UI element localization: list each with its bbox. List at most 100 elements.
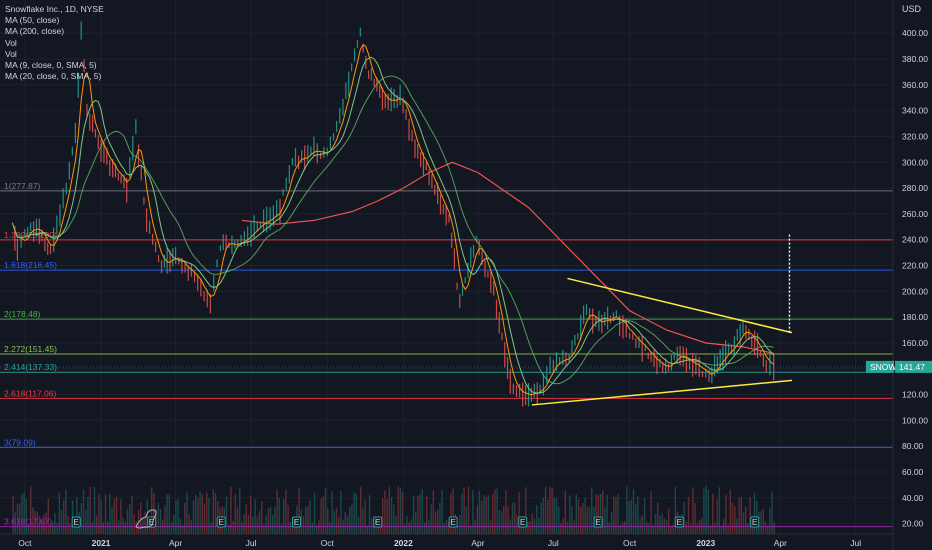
- volume-bar: [357, 516, 360, 534]
- volume-bar: [129, 503, 131, 534]
- volume-bar: [115, 496, 118, 534]
- volume-bar: [654, 513, 657, 534]
- volume-bar: [289, 521, 292, 534]
- volume-bar: [263, 524, 265, 534]
- volume-bar: [531, 513, 534, 534]
- volume-bar: [298, 487, 300, 534]
- volume-bar: [632, 488, 635, 534]
- volume-bar: [210, 522, 212, 534]
- volume-bar: [140, 502, 142, 534]
- volume-bar: [184, 502, 186, 534]
- fib-level-label: 2.414(137.33): [4, 362, 57, 372]
- volume-bar: [606, 494, 608, 534]
- volume-bar: [364, 499, 366, 534]
- volume-bar: [553, 497, 556, 534]
- price-axis[interactable]: 20.0040.0060.0080.00100.00120.00140.0016…: [892, 0, 928, 550]
- indicator-ma9-sma[interactable]: MA (9, close, 0, SMA, 5): [5, 60, 97, 71]
- ma-50-line: [11, 75, 774, 385]
- last-price-tag: SNOW 141.47: [0, 360, 932, 373]
- volume-bar: [478, 490, 481, 534]
- volume-bar: [69, 523, 72, 534]
- indicator-ma50[interactable]: MA (50, close): [5, 15, 60, 26]
- time-axis[interactable]: Oct 2021 Apr Jul Oct 2022 Apr Jul Oct 2023 Apr Jul: [0, 533, 893, 548]
- fibonacci-levels[interactable]: 1(277.87)1.382(239.90)1.618(216.45)2(178…: [0, 181, 893, 528]
- volume-bar: [199, 491, 201, 534]
- volume-bar: [547, 500, 549, 534]
- time-tick-label: 2021: [92, 538, 111, 548]
- volume-bar: [705, 486, 707, 534]
- volume-bar: [685, 521, 688, 534]
- fib-level-label: 2.618(117.06): [4, 388, 56, 398]
- volume-bar: [461, 493, 463, 534]
- volume-bar: [762, 509, 765, 534]
- volume-bar: [767, 525, 769, 534]
- indicator-ma200[interactable]: MA (200, close): [5, 26, 65, 37]
- indicator-ma20-sma[interactable]: MA (20, close, 0, SMA, 5): [5, 71, 102, 82]
- earnings-marker-letter: E: [294, 517, 300, 527]
- price-tag-label: 141.47: [899, 362, 925, 372]
- volume-bar: [239, 487, 241, 534]
- volume-bar: [412, 495, 415, 534]
- volume-bar: [225, 496, 228, 534]
- volume-bar: [241, 522, 243, 534]
- volume-bar: [584, 497, 586, 534]
- volume-bar: [80, 502, 83, 534]
- volume-bar: [652, 525, 655, 534]
- volume-bar: [324, 487, 327, 534]
- indicator-vol-2[interactable]: Vol: [5, 48, 17, 59]
- volume-bar: [186, 491, 188, 534]
- earnings-marker-letter: E: [595, 517, 601, 527]
- volume-bar: [14, 512, 17, 534]
- volume-bar: [338, 516, 340, 534]
- chart-grid: [0, 0, 893, 534]
- volume-bar: [283, 498, 285, 534]
- volume-bar: [54, 512, 56, 534]
- volume-bar: [745, 506, 747, 534]
- symbol-title[interactable]: Snowflake Inc., 1D, NYSE: [5, 4, 104, 14]
- earnings-marker-letter: E: [450, 517, 456, 527]
- volume-bar: [91, 522, 94, 534]
- ma-20-line: [11, 56, 775, 394]
- indicator-vol-1[interactable]: Vol: [5, 37, 17, 48]
- earnings-marker-letter: E: [375, 517, 381, 527]
- volume-bar: [604, 507, 606, 534]
- volume-bar: [419, 493, 421, 534]
- volume-bar: [536, 504, 538, 534]
- volume-bar: [144, 511, 146, 534]
- volume-bar: [318, 520, 320, 534]
- volume-bar: [34, 510, 36, 534]
- volume-bar: [302, 516, 305, 534]
- volume-bar: [102, 522, 105, 534]
- volume-bar: [386, 499, 388, 534]
- volume-bar: [21, 493, 23, 534]
- volume-bar: [661, 513, 663, 534]
- volume-bar: [575, 494, 578, 534]
- volume-bar: [313, 492, 316, 534]
- volume-bar: [384, 490, 386, 534]
- volume-bar: [624, 521, 626, 534]
- volume-bar: [518, 492, 520, 534]
- triangle-trendlines[interactable]: [531, 233, 793, 406]
- fib-level-label: 2(178.48): [4, 309, 41, 319]
- earnings-marker: [518, 516, 528, 528]
- volume-bar: [166, 493, 168, 534]
- volume-bar: [151, 487, 153, 534]
- volume-bar: [232, 521, 234, 534]
- volume-bar: [674, 486, 677, 534]
- volume-bar: [335, 507, 338, 534]
- price-tick-label: 200.00: [902, 286, 928, 296]
- price-tick-label: 160.00: [902, 338, 928, 348]
- volume-bar: [725, 494, 727, 534]
- time-tick-label: Apr: [169, 538, 182, 548]
- volume-bar: [538, 517, 540, 534]
- volume-bar: [212, 489, 215, 534]
- volume-bar: [349, 506, 351, 534]
- volume-bar: [610, 511, 613, 534]
- volume-bar: [549, 486, 551, 534]
- tradingview-logo[interactable]: [135, 509, 157, 529]
- volume-bar: [58, 492, 61, 534]
- volume-bar: [234, 494, 237, 534]
- volume-bar: [569, 495, 571, 534]
